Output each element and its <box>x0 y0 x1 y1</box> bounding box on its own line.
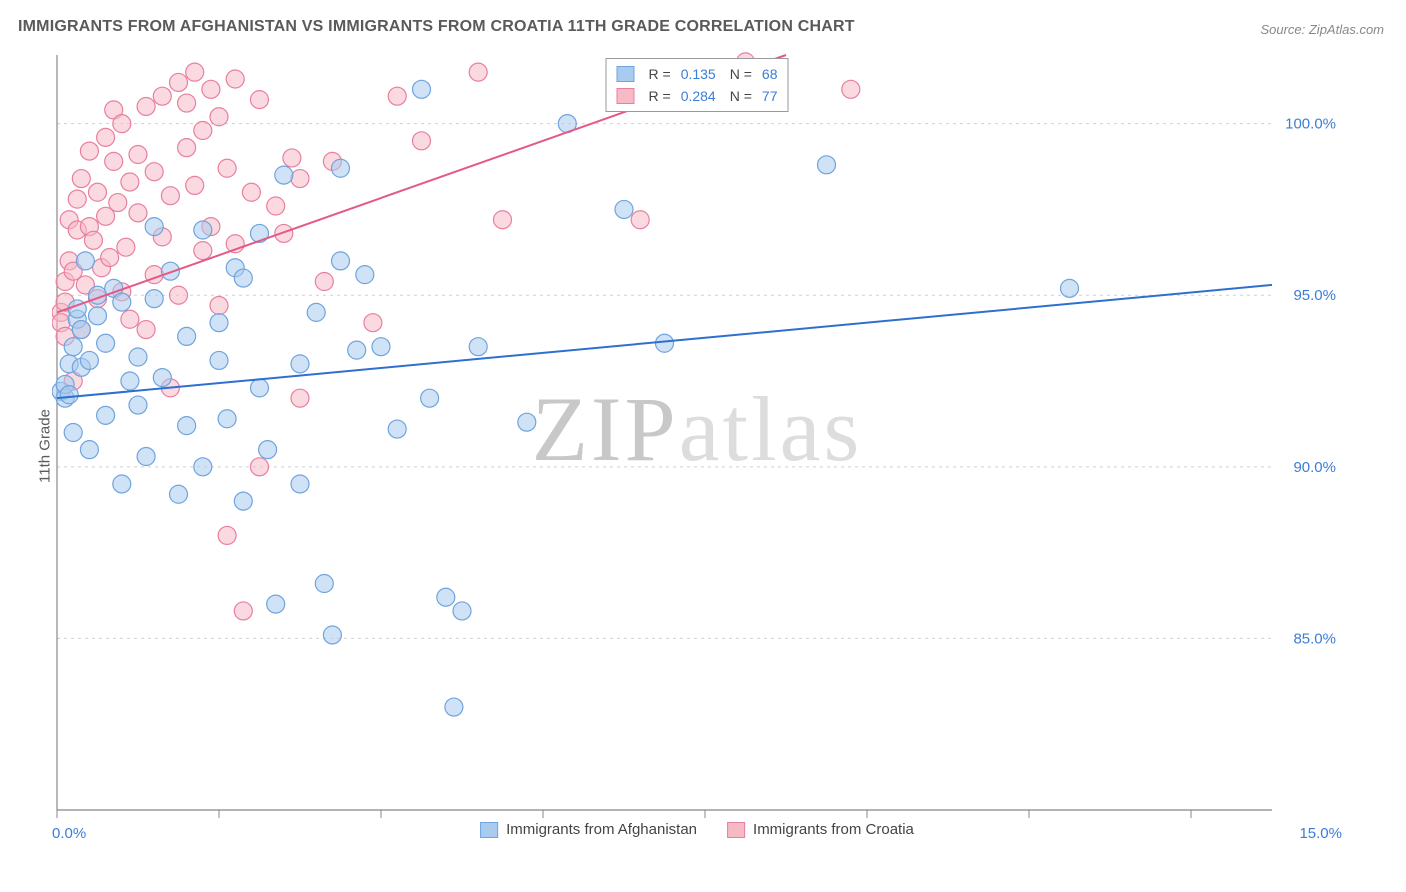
scatter-chart: 85.0% 90.0% 95.0% 100.0% <box>52 50 1342 840</box>
legend-stats: R = 0.135 N = 68 R = 0.284 N = 77 <box>606 58 789 112</box>
x-min-label: 0.0% <box>52 825 86 842</box>
y-axis-label: 11th Grade <box>36 409 53 483</box>
series-label: Immigrants from Croatia <box>753 821 914 838</box>
legend-series: Immigrants from Afghanistan Immigrants f… <box>480 821 914 838</box>
swatch-croatia <box>617 88 635 104</box>
x-max-label: 15.0% <box>1299 825 1342 842</box>
swatch-croatia <box>727 822 745 838</box>
legend-item-croatia: Immigrants from Croatia <box>727 821 914 838</box>
legend-stats-row-croatia: R = 0.284 N = 77 <box>617 85 778 107</box>
legend-stats-row-afghanistan: R = 0.135 N = 68 <box>617 63 778 85</box>
chart-title: IMMIGRANTS FROM AFGHANISTAN VS IMMIGRANT… <box>18 18 855 36</box>
r-label: R = <box>649 88 671 104</box>
source-attribution: Source: ZipAtlas.com <box>1260 22 1384 37</box>
n-label: N = <box>730 66 752 82</box>
r-label: R = <box>649 66 671 82</box>
svg-text:95.0%: 95.0% <box>1293 287 1336 304</box>
n-label: N = <box>730 88 752 104</box>
svg-text:100.0%: 100.0% <box>1285 116 1336 133</box>
r-value: 0.284 <box>681 88 716 104</box>
svg-text:85.0%: 85.0% <box>1293 630 1336 647</box>
swatch-afghanistan <box>617 66 635 82</box>
legend-item-afghanistan: Immigrants from Afghanistan <box>480 821 697 838</box>
swatch-afghanistan <box>480 822 498 838</box>
svg-text:90.0%: 90.0% <box>1293 459 1336 476</box>
n-value: 77 <box>762 88 778 104</box>
plot-area: 85.0%90.0%95.0%100.0% ZIPatlas R = 0.135… <box>52 50 1342 840</box>
r-value: 0.135 <box>681 66 716 82</box>
series-label: Immigrants from Afghanistan <box>506 821 697 838</box>
n-value: 68 <box>762 66 778 82</box>
